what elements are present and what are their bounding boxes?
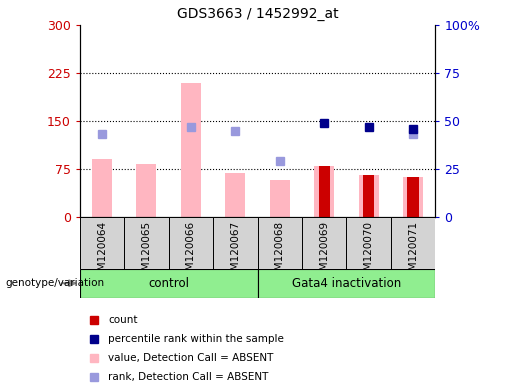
Bar <box>181 83 201 217</box>
Text: GSM120064: GSM120064 <box>97 221 107 284</box>
Bar <box>302 217 346 269</box>
Text: GSM120069: GSM120069 <box>319 221 329 284</box>
Text: control: control <box>148 277 189 290</box>
Text: percentile rank within the sample: percentile rank within the sample <box>108 334 284 344</box>
Bar <box>169 217 213 269</box>
Text: GSM120067: GSM120067 <box>230 221 241 284</box>
Bar <box>346 217 391 269</box>
Text: GSM120066: GSM120066 <box>186 221 196 284</box>
Text: GSM120071: GSM120071 <box>408 221 418 284</box>
Bar <box>225 174 245 217</box>
Bar <box>258 217 302 269</box>
Text: count: count <box>108 315 138 325</box>
Bar <box>80 269 258 298</box>
Text: genotype/variation: genotype/variation <box>5 278 104 288</box>
Bar <box>407 177 419 217</box>
Bar <box>314 166 334 217</box>
Bar <box>403 177 423 217</box>
Bar <box>80 217 124 269</box>
Text: GSM120065: GSM120065 <box>142 221 151 284</box>
Text: Gata4 inactivation: Gata4 inactivation <box>291 277 401 290</box>
Title: GDS3663 / 1452992_at: GDS3663 / 1452992_at <box>177 7 338 21</box>
Text: value, Detection Call = ABSENT: value, Detection Call = ABSENT <box>108 353 273 363</box>
Text: GSM120070: GSM120070 <box>364 221 373 284</box>
Bar <box>270 180 290 217</box>
Bar <box>136 164 157 217</box>
Bar <box>124 217 169 269</box>
Bar <box>92 159 112 217</box>
Bar <box>319 166 330 217</box>
Bar <box>391 217 435 269</box>
Text: rank, Detection Call = ABSENT: rank, Detection Call = ABSENT <box>108 372 269 382</box>
Bar <box>363 175 374 217</box>
Bar <box>258 269 435 298</box>
Bar <box>213 217 258 269</box>
Bar <box>358 175 379 217</box>
Text: GSM120068: GSM120068 <box>274 221 285 284</box>
